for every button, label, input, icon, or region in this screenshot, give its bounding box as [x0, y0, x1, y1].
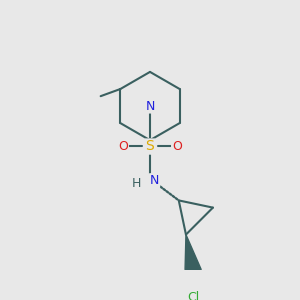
Text: N: N	[145, 100, 155, 112]
Text: N: N	[150, 174, 159, 187]
Text: H: H	[132, 177, 141, 190]
Text: Cl: Cl	[187, 291, 199, 300]
Text: S: S	[146, 140, 154, 154]
Text: O: O	[118, 140, 128, 153]
Text: O: O	[172, 140, 182, 153]
Polygon shape	[185, 235, 201, 270]
